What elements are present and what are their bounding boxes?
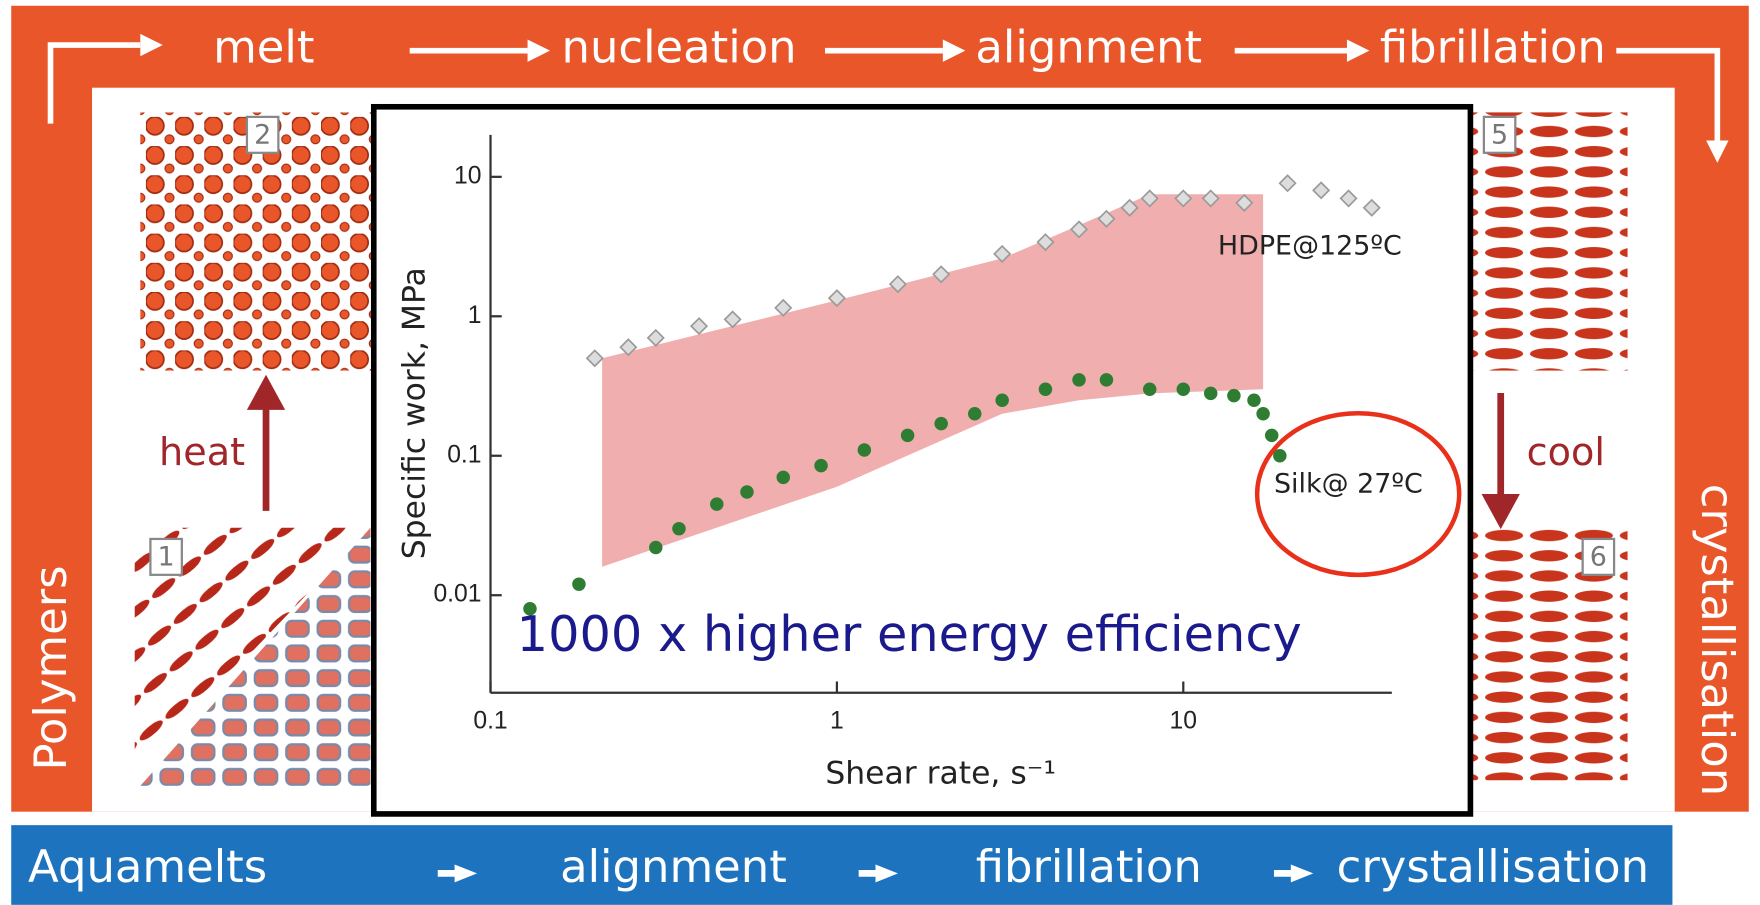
cool-label: cool — [1527, 430, 1605, 474]
heat-label: heat — [159, 430, 245, 474]
x-tick-label: 1 — [830, 707, 844, 734]
bottom-step: alignment — [560, 840, 787, 893]
point — [1036, 233, 1055, 252]
point — [619, 338, 638, 357]
stage-number: 2 — [254, 119, 271, 150]
side-label: crystallisation — [1691, 484, 1744, 796]
plot: 0.1 1 10 0.01 0.1 1 10 HDPE@125ºC Silk@ 27ºC — [433, 134, 1423, 734]
bottom-step: crystallisation — [1337, 840, 1649, 893]
step-label: melt — [213, 21, 314, 74]
point — [932, 265, 951, 284]
point — [968, 407, 982, 421]
point — [1235, 193, 1254, 212]
series-label: HDPE@125ºC — [1218, 231, 1402, 262]
point — [1339, 189, 1358, 208]
point — [710, 497, 724, 511]
point — [1273, 449, 1287, 463]
point — [1312, 181, 1331, 200]
arrow-heads — [140, 33, 1729, 883]
highlight-text: 1000 x higher energy efficiency — [517, 605, 1302, 663]
y-axis-label: Specific work, MPa — [396, 267, 432, 559]
x-tick-label: 0.1 — [473, 707, 507, 734]
y-tick-label: 0.1 — [447, 441, 481, 468]
point — [934, 416, 948, 431]
step-label: nucleation — [562, 21, 797, 74]
point — [1256, 407, 1270, 421]
bottom-bar — [11, 825, 1673, 905]
stage-number: 6 — [1590, 542, 1607, 573]
point — [1142, 382, 1157, 396]
point — [1097, 209, 1116, 228]
melt-pattern — [140, 112, 377, 371]
heat-cool-arrows — [246, 374, 1520, 530]
bottom-step: fibrillation — [976, 840, 1202, 893]
y-tick-label: 10 — [454, 162, 481, 189]
step-label: fibrillation — [1380, 21, 1606, 74]
point — [1203, 386, 1218, 401]
point — [1278, 174, 1297, 193]
point — [888, 275, 907, 294]
x-tick-label: 10 — [1170, 707, 1197, 734]
point — [1069, 220, 1089, 239]
point — [1247, 393, 1261, 407]
point — [1264, 428, 1279, 443]
step-label: alignment — [975, 21, 1202, 74]
point — [690, 317, 709, 336]
shaded-region — [602, 194, 1264, 567]
side-label: Polymers — [24, 565, 77, 770]
stage-number: 1 — [158, 542, 175, 573]
point — [740, 485, 754, 499]
y-tick-label: 0.01 — [433, 581, 481, 608]
series-label: Silk@ 27ºC — [1274, 469, 1423, 500]
bottom-step: Aquamelts — [28, 840, 267, 893]
point — [1120, 198, 1139, 217]
point — [1072, 373, 1086, 387]
point — [646, 328, 665, 347]
point — [1227, 388, 1241, 403]
point — [774, 298, 793, 317]
point — [1201, 189, 1220, 208]
point — [1038, 382, 1053, 396]
point — [814, 458, 828, 473]
point — [993, 244, 1012, 263]
point — [776, 470, 790, 485]
point — [1174, 189, 1193, 208]
flow-arrows — [47, 42, 1721, 141]
point — [900, 428, 915, 443]
aquamelt-pattern — [140, 527, 371, 786]
point — [1099, 373, 1114, 387]
point — [1176, 382, 1191, 396]
point — [1140, 189, 1159, 208]
highlight-ellipse — [1254, 410, 1462, 578]
point — [857, 443, 872, 457]
point — [672, 521, 686, 536]
point — [723, 310, 742, 329]
stage-boxes — [149, 115, 1616, 576]
point — [572, 577, 586, 591]
point — [1362, 198, 1381, 217]
stage-number: 5 — [1491, 119, 1508, 150]
y-tick-label: 1 — [468, 302, 482, 329]
point — [523, 602, 537, 616]
aligned-pattern — [1470, 112, 1628, 371]
x-axis-label: Shear rate, s⁻¹ — [825, 756, 1056, 792]
point — [995, 393, 1009, 407]
point — [585, 349, 604, 368]
chart-inset — [370, 103, 1474, 817]
point — [827, 289, 846, 308]
point — [649, 540, 663, 555]
